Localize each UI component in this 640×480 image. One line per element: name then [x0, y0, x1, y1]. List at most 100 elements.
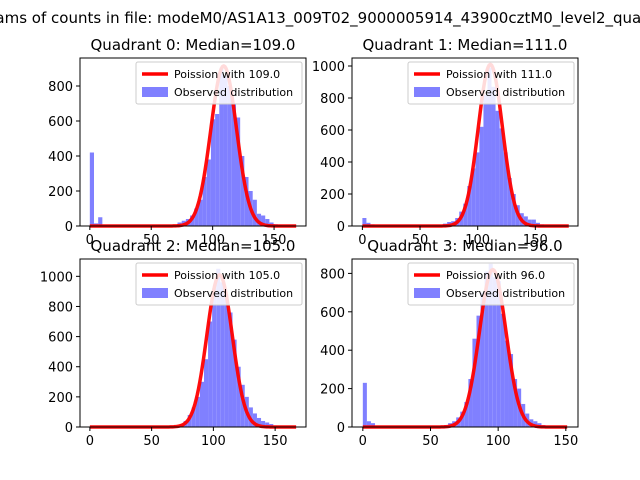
histogram-bar: [471, 168, 476, 226]
histogram-bar: [265, 422, 270, 427]
y-tick-label: 0: [65, 421, 73, 436]
histogram-bar: [219, 68, 224, 226]
axes-frame: [351, 258, 579, 428]
y-tick-label: 600: [320, 124, 345, 139]
histogram-bar: [362, 218, 367, 226]
legend-box: [407, 61, 575, 105]
histogram-bar: [223, 75, 228, 226]
histogram-bar: [366, 421, 371, 427]
histogram-bar: [480, 292, 485, 427]
histogram-bar: [468, 379, 473, 427]
histogram-bar: [499, 128, 504, 226]
histogram-bar: [513, 379, 518, 427]
x-tick-label: 50: [143, 233, 160, 248]
histogram-bar: [265, 219, 270, 226]
legend-bar-swatch: [142, 87, 168, 97]
histogram-bar: [492, 277, 497, 427]
histogram-bar: [483, 94, 488, 226]
y-tick-label: 200: [320, 188, 345, 203]
histogram-bar: [261, 420, 266, 427]
histogram-bar: [460, 411, 465, 427]
y-tick-label: 200: [48, 185, 73, 200]
histogram-bar: [228, 312, 233, 427]
histogram-bar: [256, 417, 262, 427]
legend-bar-swatch: [414, 288, 440, 298]
legend: Poission with 111.0 Observed distribution: [407, 61, 575, 105]
subplot-title: Quadrant 0: Median=109.0: [91, 36, 296, 54]
histogram-bar: [256, 213, 262, 226]
histogram-bar: [472, 338, 477, 427]
histogram-bar: [215, 114, 220, 226]
y-tick-label: 200: [320, 383, 345, 398]
axes-frame: [351, 57, 579, 227]
histogram-bar: [231, 103, 236, 226]
y-tick-label: 200: [48, 391, 73, 406]
histogram-bar: [500, 313, 505, 427]
x-tick-label: 0: [359, 434, 367, 449]
histogram-bar: [244, 177, 249, 226]
histogram-bar: [467, 186, 472, 226]
y-tick-label: 0: [337, 421, 345, 436]
y-tick-label: 1000: [312, 60, 345, 75]
histogram-bar: [220, 282, 225, 427]
histogram-bar: [240, 384, 245, 427]
histogram-bar: [491, 86, 496, 226]
histogram-bar: [503, 152, 508, 226]
histogram-bar: [89, 152, 95, 226]
quadrant-0-subplot: 0 50 100 150 0 200 400 600 800 Quadrant 0: Median…: [48, 36, 307, 248]
legend-label-observed: Observed distribution: [174, 86, 293, 99]
histogram-bar: [252, 413, 257, 427]
histogram-bar: [496, 281, 501, 427]
y-tick-label: 400: [48, 361, 73, 376]
x-tick-label: 0: [86, 233, 94, 248]
histogram-bar: [523, 216, 528, 226]
x-tick-label: 100: [465, 233, 490, 248]
y-tick-label: 400: [320, 344, 345, 359]
legend-label-observed: Observed distribution: [446, 86, 565, 99]
histogram-bar: [527, 219, 532, 226]
legend-box: [135, 61, 303, 105]
legend: Poission with 96.0 Observed distribution: [407, 262, 575, 306]
legend-label-fit: Poission with 111.0: [446, 68, 552, 81]
x-tick-label: 100: [200, 233, 225, 248]
histogram-bar: [206, 159, 211, 226]
histogram-bar: [210, 119, 216, 226]
histogram-bar: [495, 110, 500, 226]
y-tick-label: 400: [320, 156, 345, 171]
x-tick-label: 100: [201, 434, 226, 449]
y-tick-label: 0: [337, 220, 345, 235]
histogram-bar: [475, 152, 480, 226]
histogram-bar: [235, 117, 241, 226]
histogram-bar: [194, 208, 199, 226]
histogram-bar: [191, 407, 196, 427]
subplot-title: Quadrant 3: Median=96.0: [367, 237, 562, 255]
y-tick-label: 800: [320, 267, 345, 282]
x-tick-label: 100: [486, 434, 511, 449]
y-tick-label: 1000: [40, 270, 73, 285]
subplot-title: Quadrant 2: Median=105.0: [91, 237, 296, 255]
x-tick-label: 50: [143, 434, 160, 449]
histogram-bar: [252, 199, 257, 226]
histogram-bar: [507, 178, 512, 226]
subplot-title: Quadrant 1: Median=111.0: [363, 36, 568, 54]
y-tick-label: 800: [48, 300, 73, 315]
histogram-bar: [511, 194, 516, 226]
x-tick-label: 0: [86, 434, 94, 449]
quadrant-3-subplot: 0 50 100 150 0 200 400 600 800 Quadrant 3: Median…: [320, 237, 579, 449]
legend-bar-swatch: [142, 288, 168, 298]
histogram-bar: [463, 203, 468, 226]
histogram-bar: [362, 382, 367, 427]
histogram-bar: [533, 421, 538, 427]
axes-frame: [79, 57, 307, 227]
histogram-bar: [504, 340, 509, 427]
histogram-bar: [195, 396, 200, 427]
figure-suptitle: Histograms of counts in file: modeM0/AS1…: [0, 9, 640, 28]
histogram-bar: [212, 288, 217, 427]
histogram-bar: [227, 86, 232, 226]
legend: Poission with 109.0 Observed distribution: [135, 61, 303, 105]
x-tick-label: 150: [263, 434, 288, 449]
histogram-bar: [98, 217, 103, 226]
quadrant-1-subplot: 0 50 100 150 0 200 400 600 800 1000 Quadrant 1: Me…: [312, 36, 579, 248]
y-tick-label: 400: [48, 150, 73, 165]
y-tick-label: 600: [320, 306, 345, 321]
